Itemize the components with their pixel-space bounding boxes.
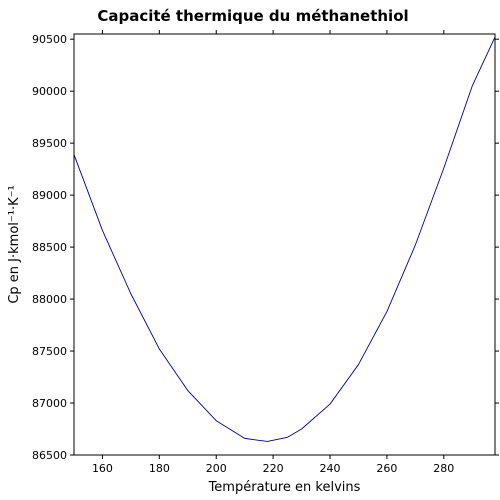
y-tick-label: 86500 [32,449,67,462]
series-line-0 [73,36,496,442]
plot-area [73,36,496,442]
y-tick-label: 89000 [32,189,67,202]
chart-title: Capacité thermique du méthanethiol [97,7,408,25]
x-tick-label: 180 [149,462,170,475]
y-tick-label: 90500 [32,33,67,46]
x-tick-label: 240 [320,462,341,475]
x-tick-label: 280 [433,462,454,475]
x-tick-label: 160 [92,462,113,475]
y-tick-label: 89500 [32,137,67,150]
y-tick-label: 88500 [32,241,67,254]
x-tick-label: 200 [206,462,227,475]
x-tick-label: 260 [376,462,397,475]
y-axis-label: Cp en J·kmol⁻¹·K⁻¹ [7,185,22,303]
x-axis-label: Température en kelvins [208,480,361,495]
y-tick-label: 87000 [32,397,67,410]
y-tick-label: 88000 [32,293,67,306]
x-tick-label: 220 [263,462,284,475]
y-tick-label: 87500 [32,345,67,358]
y-axis: 86500 87000 87500 88000 88500 89000 89500 90000… [32,33,499,462]
y-tick-label: 90000 [32,85,67,98]
plot-frame [73,33,496,456]
x-axis: 160 180 200 220 240 260 280 [92,30,454,475]
